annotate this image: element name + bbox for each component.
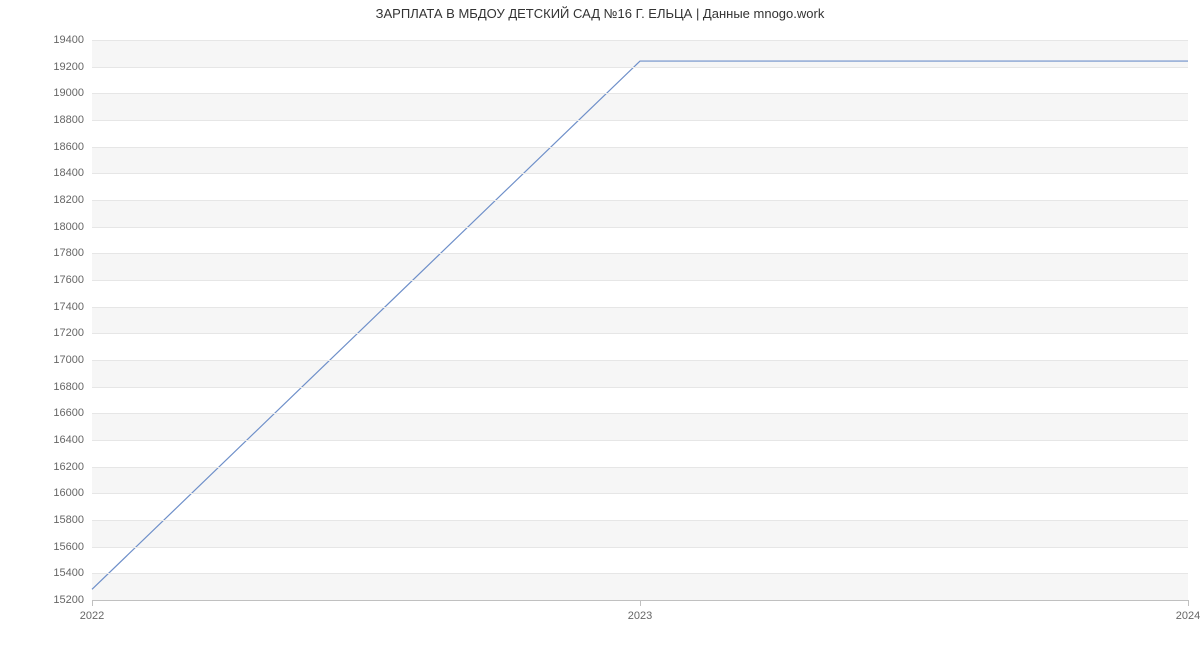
y-gridline — [92, 307, 1188, 308]
salary-chart: ЗАРПЛАТА В МБДОУ ДЕТСКИЙ САД №16 Г. ЕЛЬЦ… — [0, 0, 1200, 650]
y-gridline — [92, 573, 1188, 574]
y-gridline — [92, 227, 1188, 228]
y-gridline — [92, 493, 1188, 494]
y-tick-label: 15800 — [53, 514, 84, 526]
line-layer — [92, 40, 1188, 600]
y-gridline — [92, 467, 1188, 468]
y-gridline — [92, 93, 1188, 94]
y-tick-label: 17200 — [53, 327, 84, 339]
y-tick-label: 17400 — [53, 301, 84, 313]
y-gridline — [92, 253, 1188, 254]
y-gridline — [92, 413, 1188, 414]
x-tick-mark — [1188, 600, 1189, 606]
y-gridline — [92, 67, 1188, 68]
y-gridline — [92, 440, 1188, 441]
y-gridline — [92, 40, 1188, 41]
series-line-salary — [92, 61, 1188, 589]
y-gridline — [92, 333, 1188, 334]
y-tick-label: 18800 — [53, 114, 84, 126]
y-tick-label: 18400 — [53, 167, 84, 179]
y-tick-label: 16000 — [53, 487, 84, 499]
y-gridline — [92, 147, 1188, 148]
y-tick-label: 19400 — [53, 34, 84, 46]
x-tick-label: 2024 — [1176, 610, 1200, 622]
y-tick-label: 18600 — [53, 141, 84, 153]
x-tick-label: 2022 — [80, 610, 104, 622]
y-gridline — [92, 173, 1188, 174]
y-gridline — [92, 280, 1188, 281]
y-gridline — [92, 360, 1188, 361]
y-tick-label: 18000 — [53, 221, 84, 233]
y-tick-label: 15200 — [53, 594, 84, 606]
y-gridline — [92, 120, 1188, 121]
plot-area: 1520015400156001580016000162001640016600… — [92, 40, 1188, 600]
y-tick-label: 15600 — [53, 541, 84, 553]
y-tick-label: 18200 — [53, 194, 84, 206]
y-gridline — [92, 547, 1188, 548]
y-tick-label: 17600 — [53, 274, 84, 286]
y-tick-label: 19200 — [53, 61, 84, 73]
y-tick-label: 16400 — [53, 434, 84, 446]
y-gridline — [92, 387, 1188, 388]
x-tick-mark — [92, 600, 93, 606]
y-tick-label: 16200 — [53, 461, 84, 473]
y-tick-label: 16800 — [53, 381, 84, 393]
y-gridline — [92, 200, 1188, 201]
y-tick-label: 17000 — [53, 354, 84, 366]
y-tick-label: 15400 — [53, 567, 84, 579]
y-gridline — [92, 520, 1188, 521]
y-tick-label: 16600 — [53, 407, 84, 419]
chart-title: ЗАРПЛАТА В МБДОУ ДЕТСКИЙ САД №16 Г. ЕЛЬЦ… — [0, 6, 1200, 21]
x-tick-mark — [640, 600, 641, 606]
x-tick-label: 2023 — [628, 610, 652, 622]
y-tick-label: 19000 — [53, 87, 84, 99]
y-tick-label: 17800 — [53, 247, 84, 259]
